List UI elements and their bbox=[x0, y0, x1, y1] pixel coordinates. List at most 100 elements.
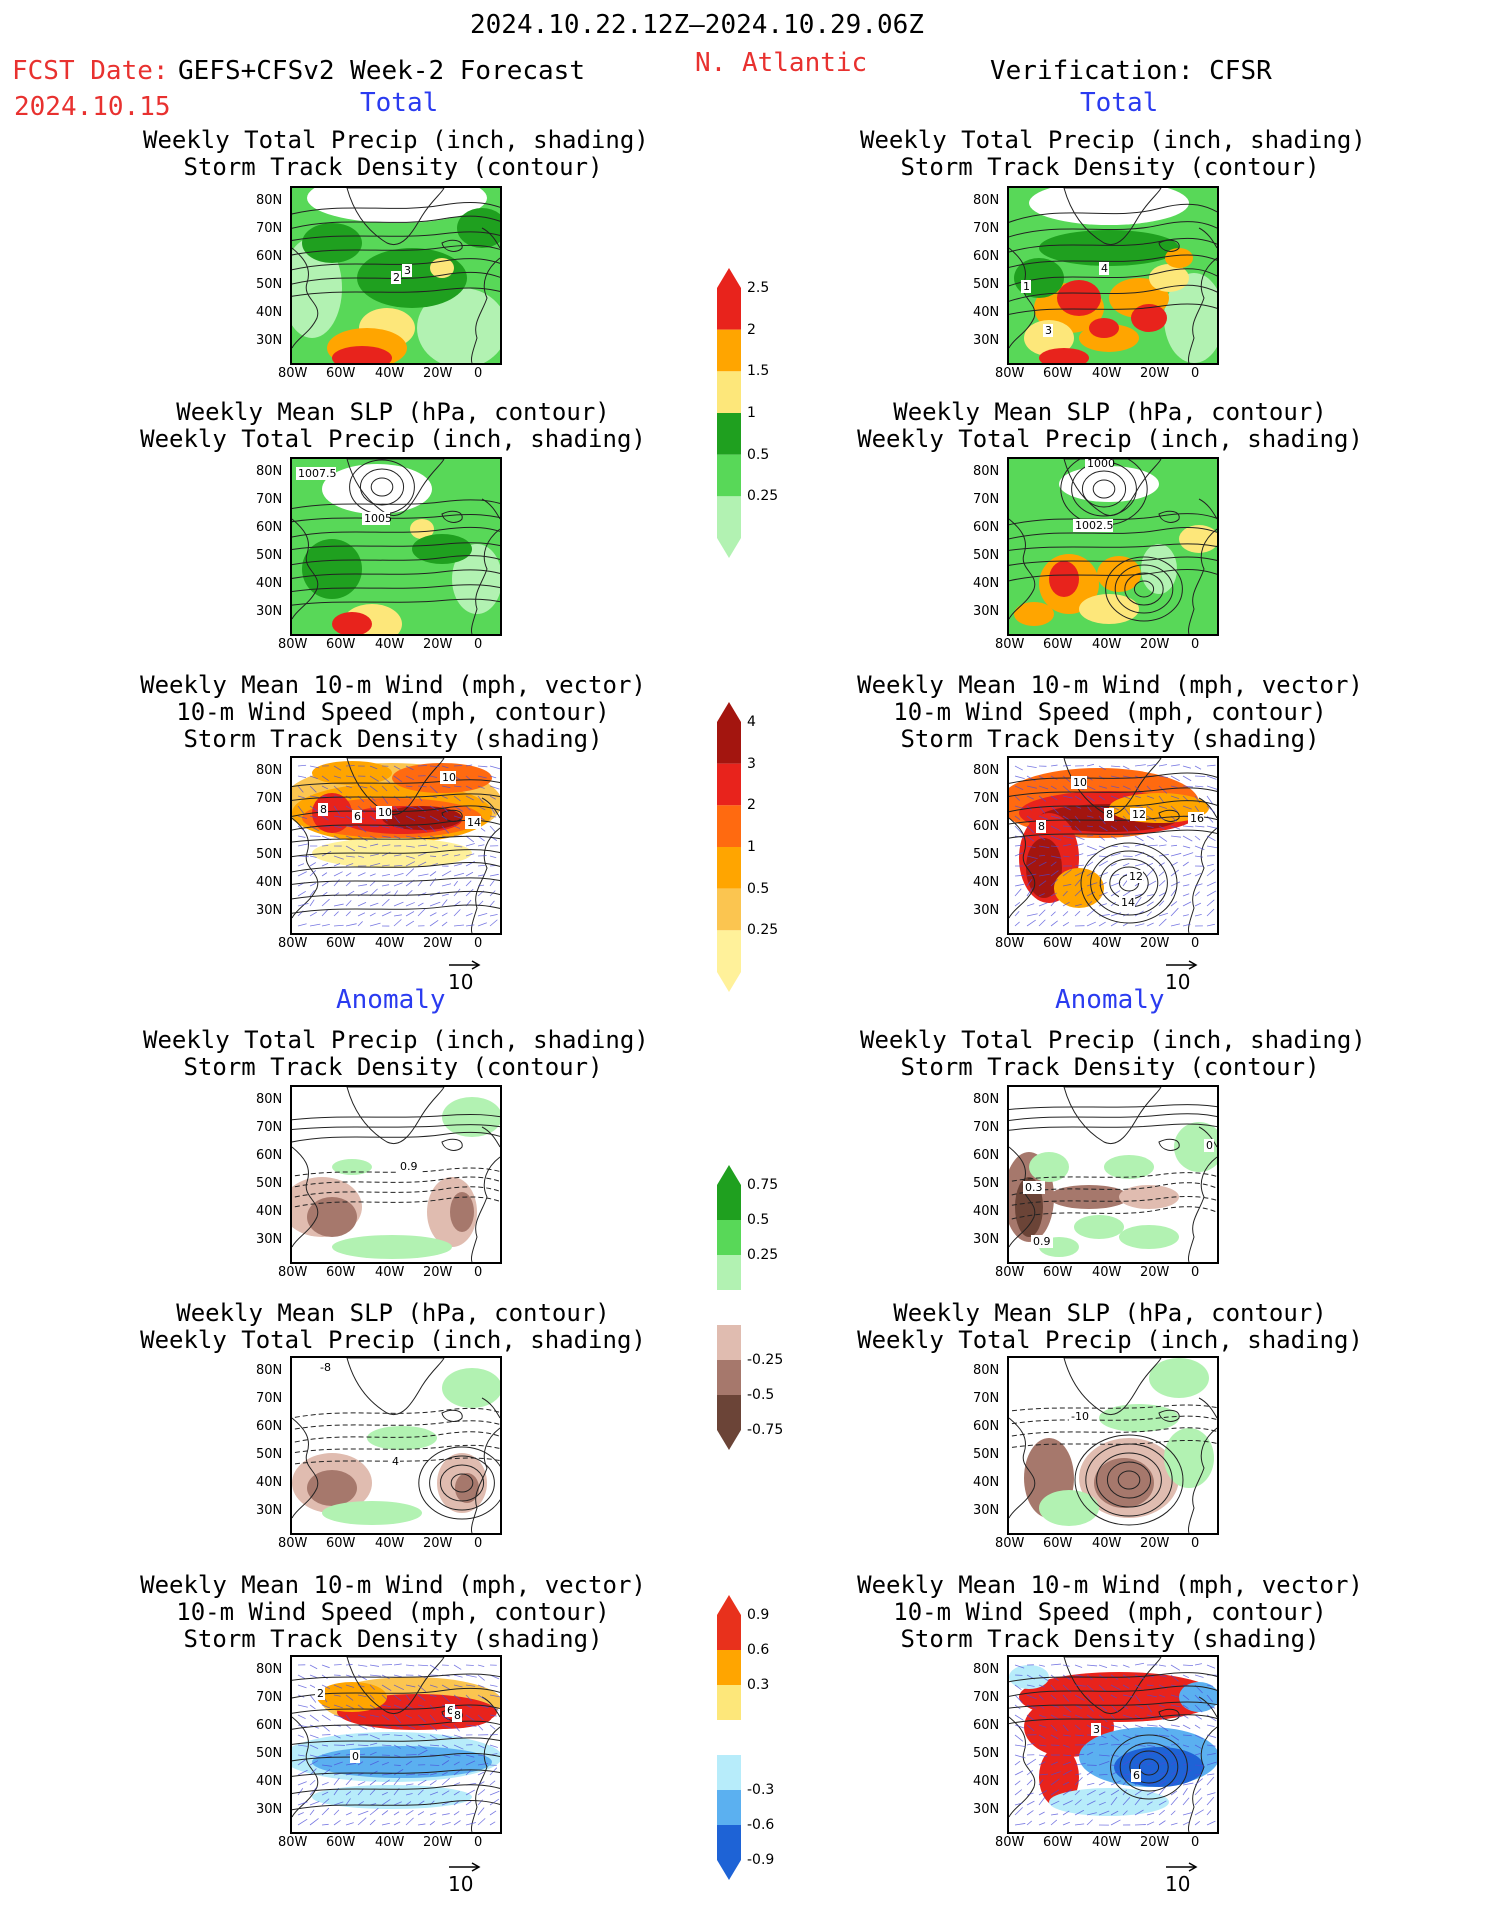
contour-label: 6 bbox=[447, 1704, 454, 1717]
lat-tick-label: 70N bbox=[256, 1120, 283, 1135]
lat-tick-label: 60N bbox=[256, 1419, 283, 1434]
lat-tick-label: 30N bbox=[256, 1503, 283, 1518]
lon-tick-label: 0 bbox=[1191, 1835, 1200, 1850]
colorbar-label: 0.5 bbox=[747, 880, 770, 897]
lat-tick-label: 50N bbox=[973, 1447, 1000, 1462]
contour-label: 14 bbox=[1121, 896, 1135, 909]
contour-label: -10 bbox=[1071, 1410, 1089, 1423]
contour-label: 1005 bbox=[364, 512, 392, 525]
colorbar-segment bbox=[717, 1720, 741, 1755]
lon-tick-label: 60W bbox=[1043, 1265, 1073, 1280]
lon-tick-label: 0 bbox=[1191, 366, 1200, 381]
contour-label: 0.3 bbox=[1025, 1181, 1043, 1194]
colorbar-top-arrow bbox=[717, 702, 741, 722]
lat-tick-label: 50N bbox=[973, 277, 1000, 292]
lon-tick-label: 60W bbox=[326, 1265, 356, 1280]
lat-tick-label: 50N bbox=[256, 548, 283, 563]
colorbar-segment bbox=[717, 371, 741, 413]
lat-tick-label: 50N bbox=[973, 847, 1000, 862]
lat-tick-label: 40N bbox=[256, 875, 283, 890]
lat-tick-label: 80N bbox=[973, 1363, 1000, 1378]
vector-ref-p6R: 10 bbox=[1165, 1862, 1199, 1896]
map-p5R-slp-precip-anomaly-verification: -10 bbox=[1007, 1356, 1219, 1535]
colorbar-label: 0.6 bbox=[747, 1642, 770, 1658]
contour-label: -8 bbox=[320, 1361, 331, 1374]
fcst-date: 2024.10.15 bbox=[14, 92, 171, 122]
contour-label: 6 bbox=[354, 810, 361, 823]
contour-label: 0 bbox=[1206, 1139, 1213, 1152]
lon-tick-label: 40W bbox=[1092, 637, 1122, 652]
lon-tick-label: 60W bbox=[326, 637, 356, 652]
colorbar-label: 0.25 bbox=[747, 1247, 779, 1263]
colorbar-segment bbox=[717, 1755, 741, 1790]
colorbar-segment bbox=[717, 847, 741, 889]
lon-tick-label: 20W bbox=[1140, 1536, 1170, 1551]
lon-tick-label: 20W bbox=[1140, 366, 1170, 381]
lat-tick-label: 80N bbox=[973, 464, 1000, 479]
lon-tick-label: 60W bbox=[1043, 366, 1073, 381]
lon-tick-label: 20W bbox=[423, 637, 453, 652]
contour-label: 4 bbox=[1101, 262, 1108, 275]
panel-title-p1L: Weekly Total Precip (inch, shading) Stor… bbox=[143, 126, 649, 181]
contour-label: 0.9 bbox=[1033, 1235, 1051, 1248]
contour-label: 0.9 bbox=[400, 1160, 418, 1173]
lon-tick-label: 80W bbox=[278, 366, 308, 381]
colorbar-segment bbox=[717, 288, 741, 330]
lat-tick-label: 80N bbox=[256, 464, 283, 479]
lat-tick-label: 30N bbox=[256, 604, 283, 619]
contour-label: 3 bbox=[404, 264, 411, 277]
map-p4R-precip-storm-anomaly-verification: 0.3 0.9 0 bbox=[1007, 1085, 1219, 1264]
lat-tick-label: 80N bbox=[256, 763, 283, 778]
lon-tick-label: 20W bbox=[1140, 936, 1170, 951]
lat-tick-label: 50N bbox=[256, 1746, 283, 1761]
lon-tick-label: 40W bbox=[375, 1265, 405, 1280]
colorbar-label: 0.25 bbox=[747, 488, 779, 505]
lat-tick-label: 40N bbox=[256, 1475, 283, 1490]
lon-tick-label: 80W bbox=[278, 1265, 308, 1280]
vector-arrow-icon bbox=[1166, 960, 1198, 970]
lon-tick-label: 20W bbox=[1140, 1265, 1170, 1280]
contour-label: 3 bbox=[1045, 324, 1052, 337]
lon-tick-label: 40W bbox=[375, 637, 405, 652]
lat-tick-label: 40N bbox=[973, 1204, 1000, 1219]
colorbar-label: -0.9 bbox=[747, 1852, 775, 1868]
lat-tick-label: 40N bbox=[973, 1774, 1000, 1789]
lon-tick-label: 0 bbox=[474, 1835, 483, 1850]
lat-tick-label: 80N bbox=[256, 193, 283, 208]
contour-label: 16 bbox=[1190, 812, 1204, 825]
colorbar-segment bbox=[717, 1825, 741, 1860]
vector-ref-p6L: 10 bbox=[448, 1862, 482, 1896]
lat-tick-label: 30N bbox=[973, 1232, 1000, 1247]
lat-tick-label: 70N bbox=[256, 791, 283, 806]
colorbar-segment bbox=[717, 930, 741, 972]
lon-tick-label: 20W bbox=[1140, 1835, 1170, 1850]
lat-tick-label: 60N bbox=[256, 1148, 283, 1163]
map-p4L-precip-storm-anomaly-forecast: 0.9 bbox=[290, 1085, 502, 1264]
contour-label: 8 bbox=[454, 1709, 461, 1722]
lon-tick-label: 60W bbox=[1043, 1536, 1073, 1551]
colorbar-segment bbox=[717, 1360, 741, 1395]
colorbar-label: 2 bbox=[747, 321, 756, 338]
colorbar-segment bbox=[717, 1685, 741, 1720]
lon-tick-label: 80W bbox=[995, 1835, 1025, 1850]
colorbar-label: 0.3 bbox=[747, 1677, 770, 1693]
lon-tick-label: 20W bbox=[423, 1265, 453, 1280]
contour-label: 10 bbox=[442, 771, 456, 784]
lon-tick-label: 0 bbox=[474, 366, 483, 381]
contour-label: 3 bbox=[1093, 1723, 1100, 1736]
lat-tick-label: 30N bbox=[973, 903, 1000, 918]
lon-tick-label: 40W bbox=[375, 936, 405, 951]
colorbar-label: -0.5 bbox=[747, 1387, 775, 1403]
lon-tick-label: 0 bbox=[1191, 936, 1200, 951]
lon-tick-label: 0 bbox=[474, 637, 483, 652]
colorbar-label: 1 bbox=[747, 839, 756, 855]
verification-label: Verification: CFSR bbox=[990, 56, 1272, 86]
contour-label: 8 bbox=[1038, 820, 1045, 833]
lat-tick-label: 30N bbox=[256, 333, 283, 348]
lon-tick-label: 80W bbox=[995, 637, 1025, 652]
lon-tick-label: 40W bbox=[375, 1835, 405, 1850]
section-total-right: Total bbox=[1080, 88, 1159, 118]
lat-tick-label: 40N bbox=[973, 576, 1000, 591]
contour-label: 6 bbox=[1133, 1769, 1140, 1782]
